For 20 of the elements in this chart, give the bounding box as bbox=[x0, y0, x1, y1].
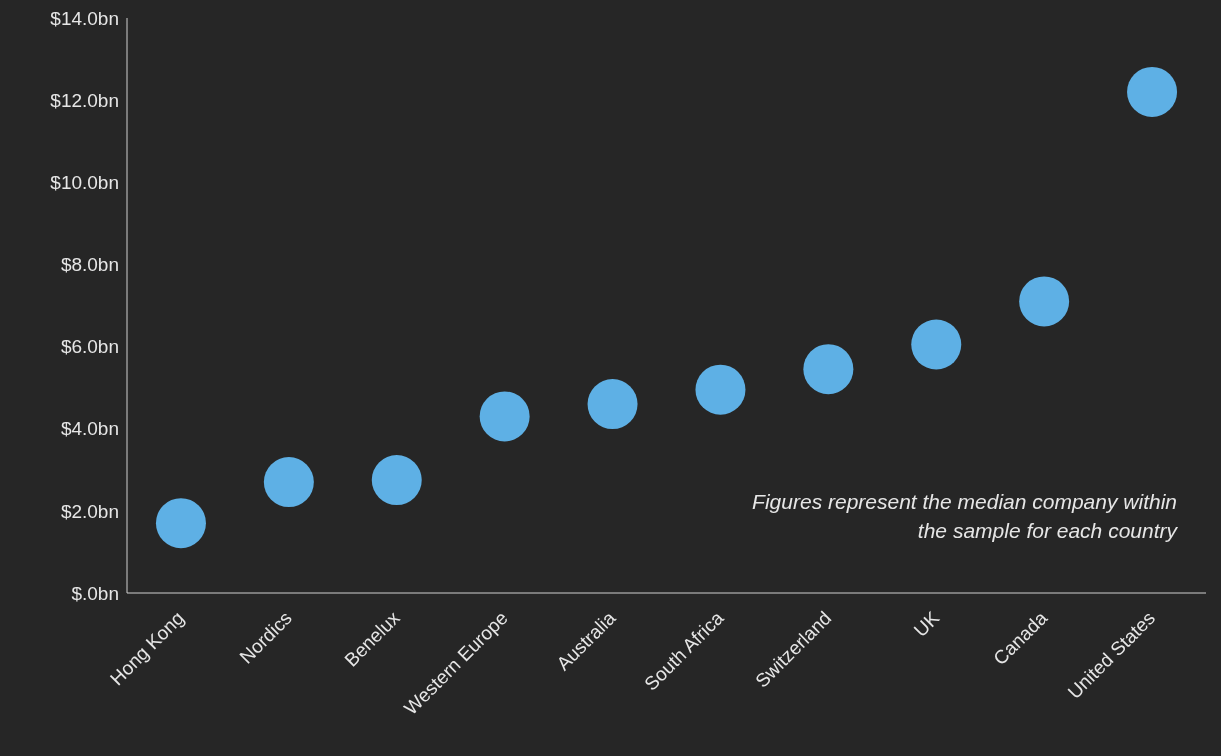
point bbox=[1019, 276, 1070, 327]
y-tick-label: $12.0bn bbox=[50, 89, 119, 111]
x-tick-label: UK bbox=[909, 607, 944, 641]
y-tick-label: $4.0bn bbox=[60, 418, 119, 440]
point bbox=[695, 364, 746, 415]
point bbox=[587, 379, 638, 430]
y-tick-label: $10.0bn bbox=[50, 172, 119, 194]
y-tick-label: $2.0bn bbox=[60, 500, 119, 522]
y-tick-label: $8.0bn bbox=[60, 254, 119, 276]
annotation: Figures represent the median company within the sample for each country bbox=[751, 489, 1177, 544]
point bbox=[155, 498, 206, 549]
point bbox=[803, 344, 854, 395]
point bbox=[911, 319, 962, 370]
y-tick-label: $6.0bn bbox=[60, 336, 119, 358]
point bbox=[1127, 66, 1178, 117]
y-tick-label: $14.0bn bbox=[50, 7, 119, 29]
point bbox=[479, 391, 530, 442]
point bbox=[263, 457, 314, 508]
point bbox=[371, 455, 422, 506]
y-tick-label: $.0bn bbox=[71, 582, 119, 604]
